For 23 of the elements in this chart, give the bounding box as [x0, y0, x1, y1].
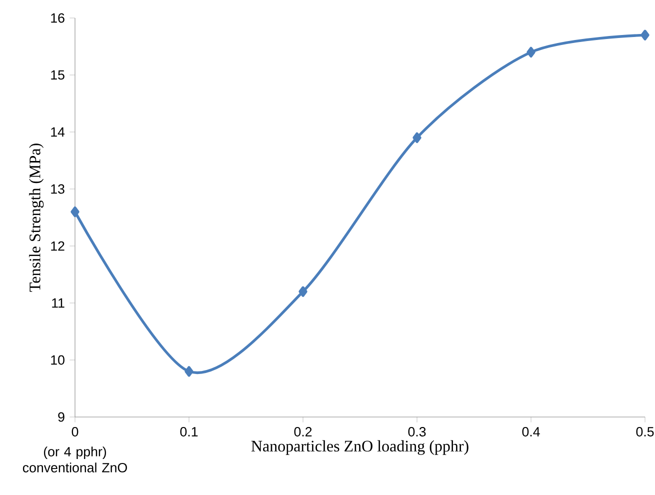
point [412, 132, 422, 144]
point [298, 286, 308, 297]
y-tick-label: 15 [51, 70, 64, 80]
y-tick-label: 10 [51, 355, 64, 365]
y-tick-label: 13 [51, 184, 64, 194]
x-tick-label: 0.3 [408, 427, 426, 436]
point [70, 206, 80, 218]
y-axis-title: Tensile Strength (MPa) [29, 144, 44, 292]
point [184, 366, 194, 377]
point [640, 30, 650, 40]
y-tick-label: 11 [52, 298, 64, 308]
y-tick-label: 16 [51, 13, 64, 23]
text: (or 4 pphr) conventional ZnO [22, 446, 127, 472]
y-tick-label: 14 [51, 127, 65, 137]
y-tick-label: 12 [51, 241, 64, 251]
x-tick-label: 0 [72, 427, 78, 436]
x-axis-title: Nanoparticles ZnO loading (pphr) [251, 440, 468, 455]
x-tick-label: 0.1 [180, 427, 198, 436]
x-tick-label: 0.4 [522, 427, 540, 436]
x-tick-label: 0.2 [294, 427, 312, 436]
point [526, 46, 536, 58]
x-tick-label: 0.5 [636, 427, 654, 436]
y-tick-label: 9 [58, 412, 64, 422]
